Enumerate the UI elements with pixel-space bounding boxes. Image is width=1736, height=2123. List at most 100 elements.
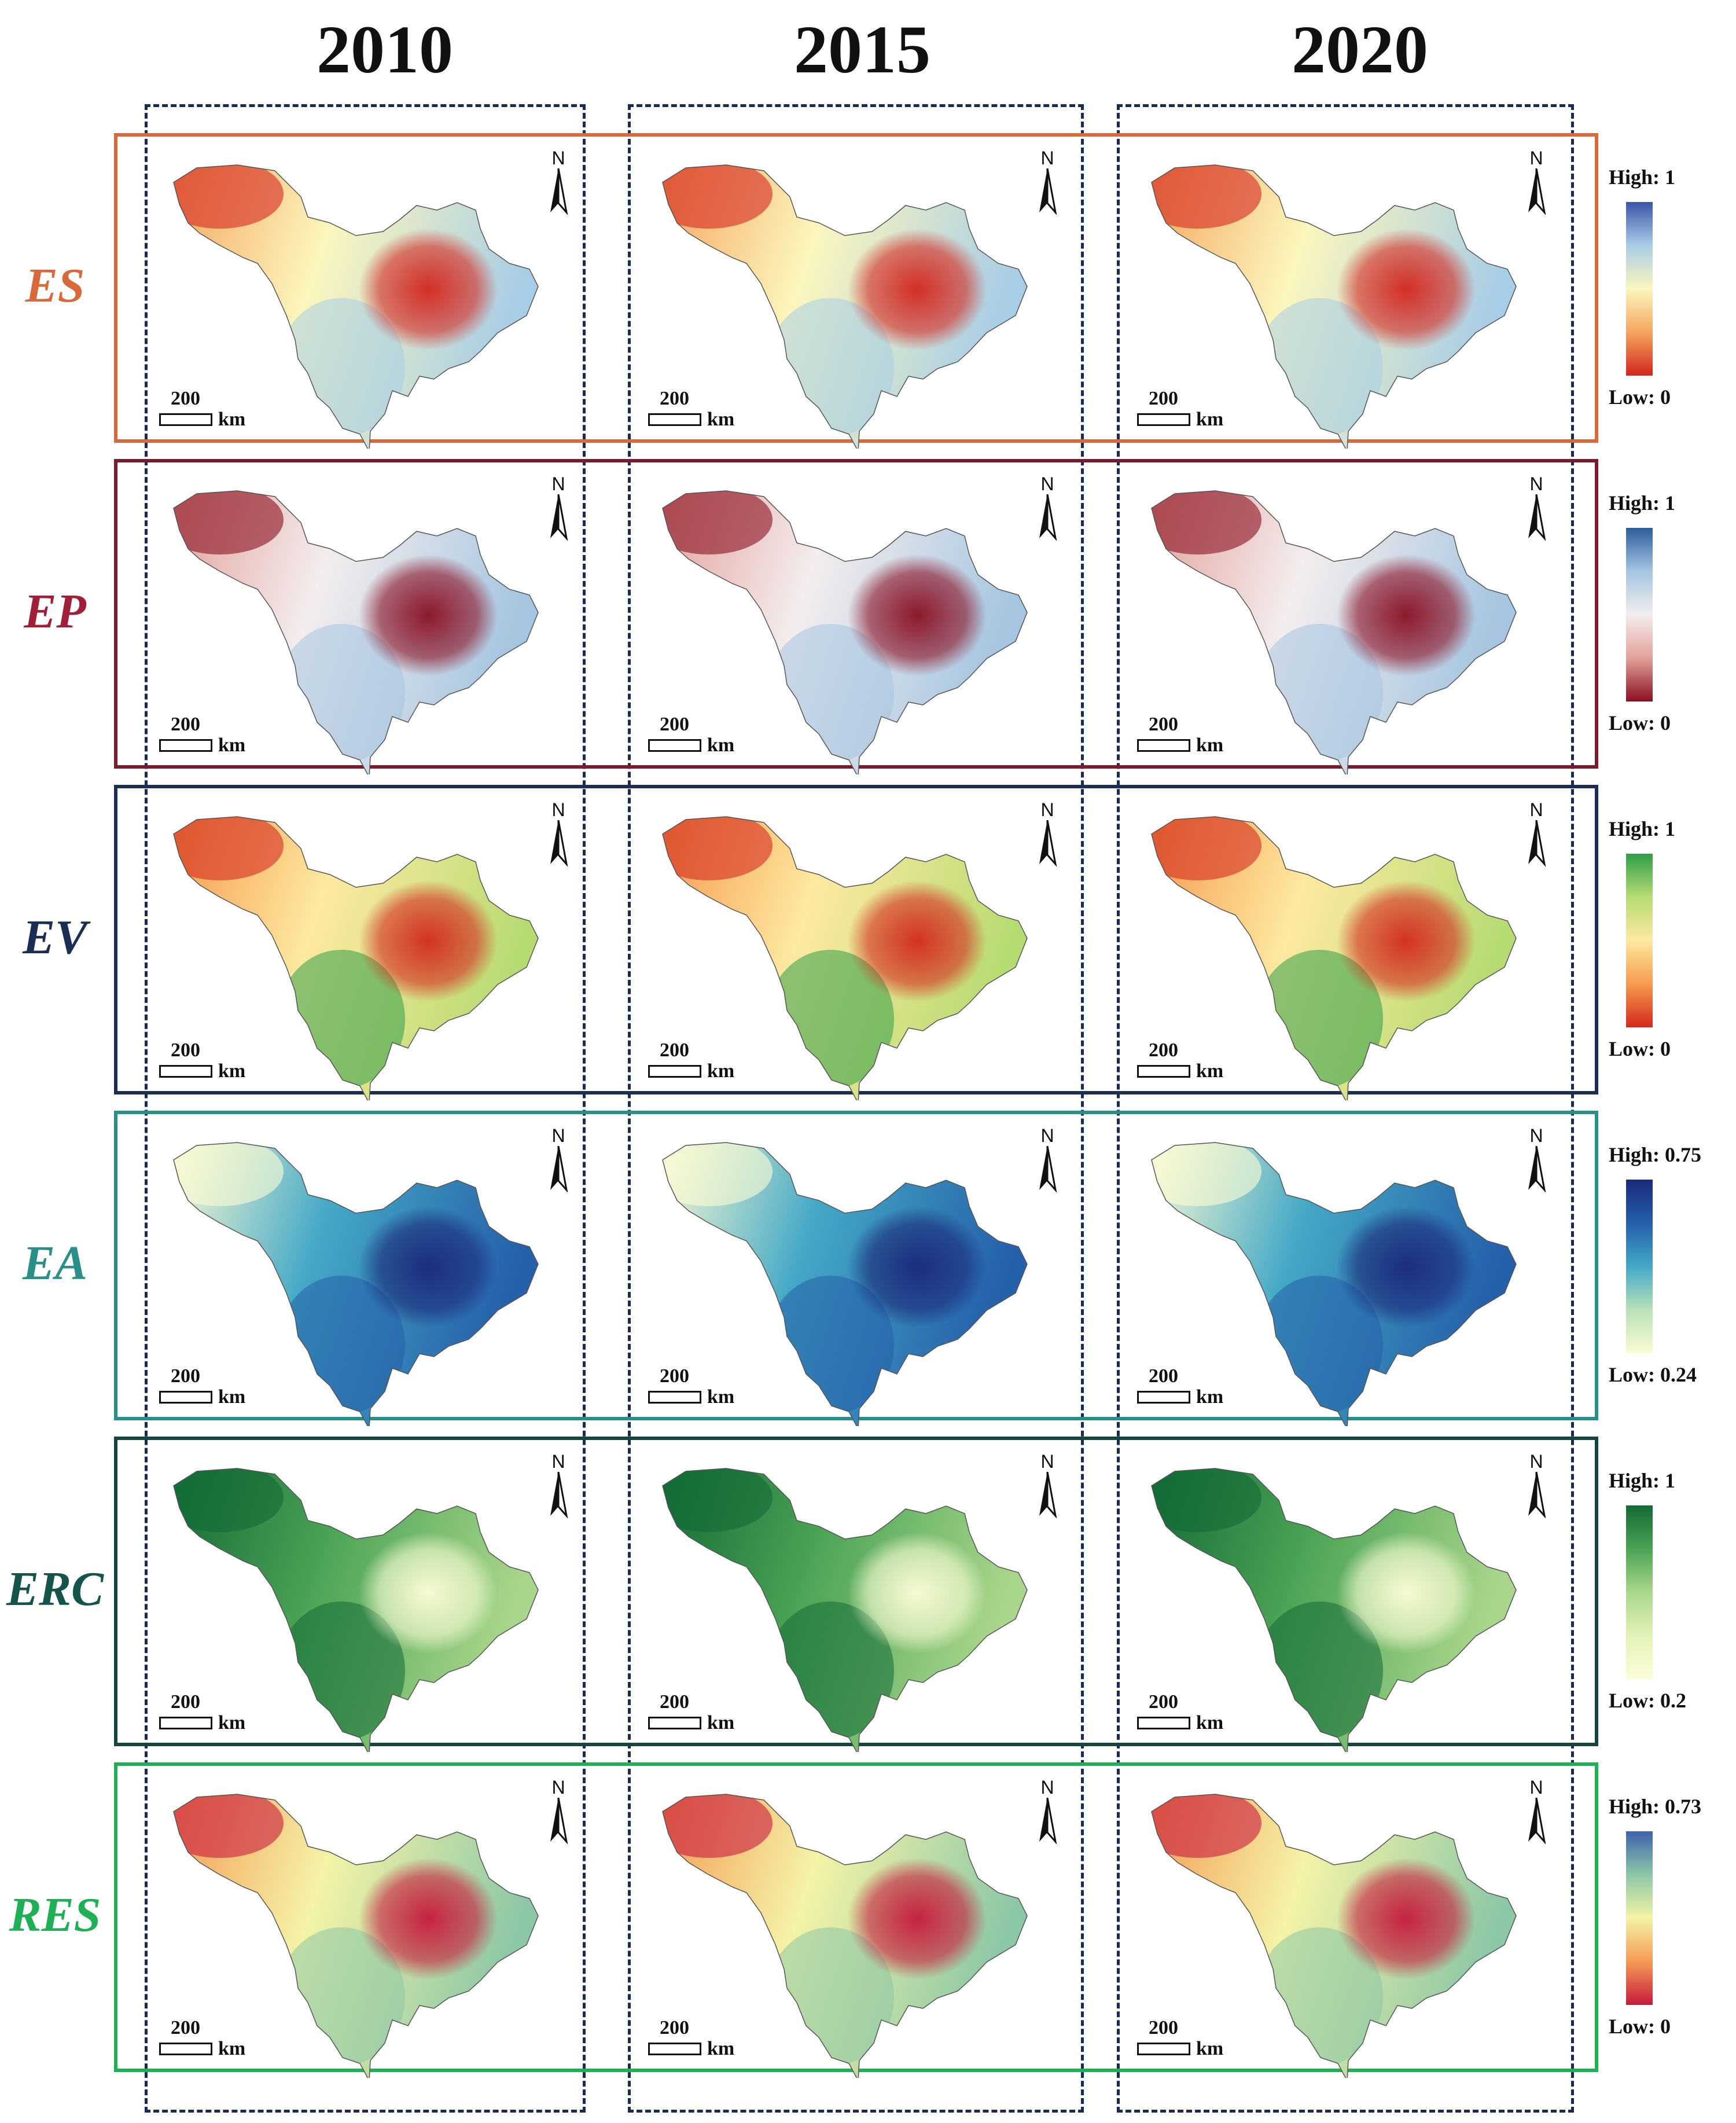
scale-bar-graphic [1137, 413, 1190, 426]
year-header-2010: 2010 [317, 12, 453, 87]
north-arrow-label: N [1040, 799, 1054, 820]
scale-bar-unit: km [218, 409, 246, 430]
map-ep-2010 [173, 490, 539, 774]
north-arrow-label: N [551, 1451, 565, 1472]
scale-bar-graphic [159, 2043, 212, 2055]
north-arrow-label: N [1040, 148, 1054, 168]
legend-low-label: Low: 0.2 [1609, 1689, 1686, 1712]
legend-es: High: 1 Low: 0 [1609, 165, 1736, 414]
map-ea-2010 [173, 1142, 539, 1426]
scale-bar-graphic [1137, 1391, 1190, 1404]
year-header-2015: 2015 [794, 12, 930, 87]
scale-bar-unit: km [707, 734, 735, 756]
legend-high-label: High: 1 [1609, 166, 1676, 189]
north-arrow-label: N [551, 799, 565, 820]
map-es-2010 [173, 164, 539, 449]
scale-bar-value: 200 [171, 2017, 200, 2038]
north-arrow-label: N [1529, 1777, 1543, 1798]
scale-bar-unit: km [218, 1712, 246, 1733]
scale-bar-unit: km [1196, 1712, 1224, 1733]
legend-high-label: High: 1 [1609, 491, 1676, 515]
north-arrow-label: N [1529, 148, 1543, 168]
legend-ep: High: 1 Low: 0 [1609, 491, 1736, 740]
legend-high-label: High: 0.73 [1609, 1795, 1702, 1818]
legend-ea: High: 0.75 Low: 0.24 [1609, 1143, 1736, 1391]
scale-bar-graphic [1137, 2043, 1190, 2055]
scale-bar-graphic [159, 413, 212, 426]
map-erc-2015 [662, 1468, 1028, 1752]
legend-low-label: Low: 0 [1609, 385, 1671, 409]
north-arrow-label: N [1529, 1451, 1543, 1472]
scale-bar-unit: km [218, 734, 246, 756]
map-res-2010 [173, 1794, 539, 2078]
row-label-es: ES [25, 259, 85, 313]
scale-bar-value: 200 [660, 1691, 689, 1713]
scale-bar-graphic [1137, 1065, 1190, 1078]
legend-color-ramp [1626, 1180, 1653, 1353]
scale-bar-unit: km [218, 1386, 246, 1408]
column-frame-2010 [145, 104, 586, 2113]
column-frame-2020 [1117, 104, 1574, 2113]
scale-bar-value: 200 [660, 388, 689, 409]
map-ev-2015 [662, 816, 1028, 1100]
scale-bar-unit: km [1196, 1060, 1224, 1082]
legend-color-ramp [1626, 528, 1653, 701]
legend-res: High: 0.73 Low: 0 [1609, 1794, 1736, 2043]
legend-color-ramp [1626, 202, 1653, 376]
scale-bar-graphic [648, 739, 701, 752]
scale-bar-value: 200 [171, 388, 200, 409]
map-ep-2020 [1151, 490, 1517, 774]
scale-bar-value: 200 [660, 1040, 689, 1061]
scale-bar-graphic [648, 413, 701, 426]
scale-bar-unit: km [1196, 2038, 1224, 2059]
map-erc-2020 [1151, 1468, 1517, 1752]
legend-low-label: Low: 0 [1609, 2015, 1671, 2038]
map-es-2020 [1151, 164, 1517, 449]
legend-erc: High: 1 Low: 0.2 [1609, 1468, 1736, 1717]
scale-bar-value: 200 [171, 1365, 200, 1387]
north-arrow-label: N [1040, 1451, 1054, 1472]
legend-ev: High: 1 Low: 0 [1609, 817, 1736, 1066]
scale-bar-graphic [648, 2043, 701, 2055]
scale-bar-value: 200 [1149, 1365, 1178, 1387]
row-label-ea: EA [22, 1236, 88, 1290]
north-arrow-label: N [1040, 1125, 1054, 1146]
legend-high-label: High: 1 [1609, 817, 1676, 840]
north-arrow-label: N [1529, 799, 1543, 820]
map-res-2020 [1151, 1794, 1517, 2078]
scale-bar-value: 200 [1149, 388, 1178, 409]
north-arrow-label: N [1529, 1125, 1543, 1146]
north-arrow-label: N [1040, 473, 1054, 494]
scale-bar-graphic [159, 1717, 212, 1729]
legend-low-label: Low: 0.24 [1609, 1363, 1697, 1386]
scale-bar-graphic [159, 1065, 212, 1078]
scale-bar-unit: km [1196, 1386, 1224, 1408]
scale-bar-value: 200 [171, 714, 200, 735]
legend-color-ramp [1626, 1831, 1653, 2005]
scale-bar-unit: km [1196, 409, 1224, 430]
scale-bar-value: 200 [171, 1040, 200, 1061]
north-arrow-label: N [551, 148, 565, 168]
scale-bar-graphic [1137, 739, 1190, 752]
north-arrow-label: N [551, 473, 565, 494]
north-arrow-label: N [551, 1125, 565, 1146]
scale-bar-unit: km [1196, 734, 1224, 756]
scale-bar-value: 200 [660, 714, 689, 735]
column-frame-2015 [628, 104, 1084, 2113]
scale-bar-unit: km [707, 2038, 735, 2059]
row-label-erc: ERC [6, 1562, 104, 1616]
scale-bar-graphic [1137, 1717, 1190, 1729]
legend-low-label: Low: 0 [1609, 1037, 1671, 1060]
map-es-2015 [662, 164, 1028, 449]
scale-bar-unit: km [707, 1712, 735, 1733]
scale-bar-graphic [648, 1065, 701, 1078]
row-label-res: RES [9, 1888, 101, 1942]
scale-bar-unit: km [218, 1060, 246, 1082]
scale-bar-graphic [648, 1717, 701, 1729]
legend-color-ramp [1626, 854, 1653, 1027]
legend-color-ramp [1626, 1505, 1653, 1679]
scale-bar-value: 200 [1149, 2017, 1178, 2038]
scale-bar-value: 200 [171, 1691, 200, 1713]
scale-bar-value: 200 [1149, 1691, 1178, 1713]
scale-bar-unit: km [707, 1060, 735, 1082]
